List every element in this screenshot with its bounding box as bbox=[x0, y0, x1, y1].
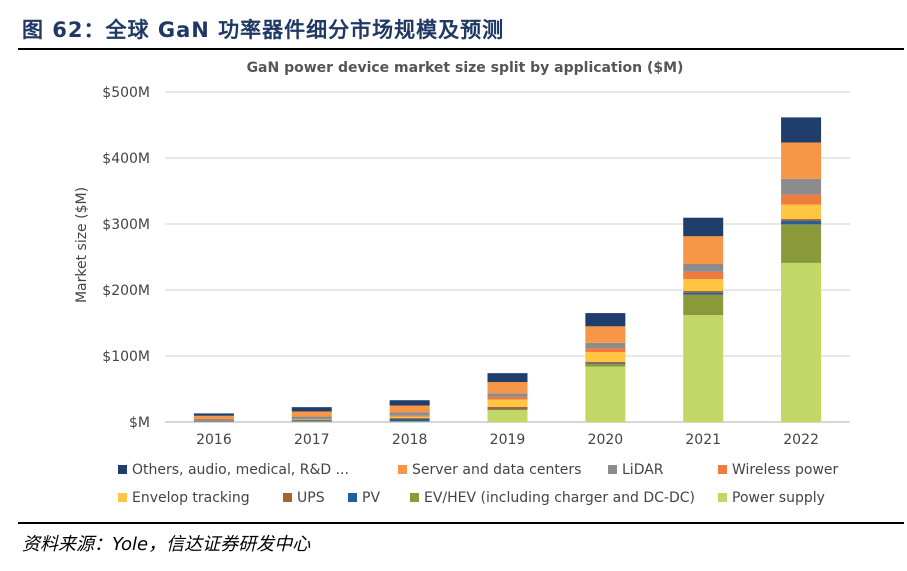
x-tick-label: 2017 bbox=[294, 432, 330, 448]
y-tick-label: $400M bbox=[102, 151, 150, 167]
bar-segment bbox=[781, 224, 822, 263]
bar-segment bbox=[683, 294, 724, 316]
x-tick-label: 2016 bbox=[196, 432, 232, 448]
bar-segment bbox=[781, 194, 822, 205]
legend-swatch bbox=[118, 465, 127, 474]
bar-segment bbox=[683, 279, 724, 291]
bar-segment bbox=[487, 393, 528, 397]
bar-segment bbox=[585, 364, 626, 367]
legend-label: Others, audio, medical, R&D ... bbox=[132, 462, 349, 478]
bar-segment bbox=[389, 415, 430, 417]
bar-segment bbox=[487, 410, 528, 422]
legend-swatch bbox=[118, 493, 127, 502]
y-tick-label: $300M bbox=[102, 217, 150, 233]
bar-segment bbox=[585, 366, 626, 422]
top-rule bbox=[18, 48, 904, 50]
bar-segment bbox=[389, 405, 430, 413]
bar-segment bbox=[585, 313, 626, 327]
x-tick-label: 2020 bbox=[588, 432, 624, 448]
bar-segment bbox=[683, 236, 724, 264]
legend-label: Wireless power bbox=[732, 462, 839, 478]
y-tick-label: $M bbox=[129, 415, 150, 431]
bar-segment bbox=[291, 416, 332, 420]
bar-segment bbox=[487, 373, 528, 383]
figure-title: 图 62：全球 GaN 功率器件细分市场规模及预测 bbox=[22, 18, 505, 42]
bar-segment bbox=[487, 406, 528, 410]
legend-swatch bbox=[348, 493, 357, 502]
bottom-rule bbox=[18, 522, 904, 524]
bar-segment bbox=[683, 292, 724, 295]
legend-label: PV bbox=[362, 490, 380, 506]
bar-segment bbox=[487, 396, 528, 400]
x-tick-label: 2019 bbox=[490, 432, 526, 448]
bar-segment bbox=[683, 315, 724, 422]
legend-swatch bbox=[398, 465, 407, 474]
bar-segment bbox=[487, 382, 528, 394]
bar-segment bbox=[585, 363, 626, 365]
legend-label: Server and data centers bbox=[412, 462, 581, 478]
bar-segment bbox=[585, 342, 626, 349]
x-tick-label: 2018 bbox=[392, 432, 428, 448]
bar-segment bbox=[291, 407, 332, 412]
y-axis-label: Market size ($M) bbox=[74, 187, 90, 303]
bar-segment bbox=[683, 217, 724, 237]
bar-segment bbox=[487, 399, 528, 407]
y-tick-label: $100M bbox=[102, 349, 150, 365]
bar-segment bbox=[781, 117, 822, 143]
legend-label: Power supply bbox=[732, 490, 825, 506]
bar-segment bbox=[781, 142, 822, 179]
bar-segment bbox=[585, 326, 626, 343]
bar-segment bbox=[781, 221, 822, 225]
bar-segment bbox=[389, 412, 430, 416]
legend-label: EV/HEV (including charger and DC-DC) bbox=[424, 490, 695, 506]
bar-segment bbox=[781, 262, 822, 422]
bar-segment bbox=[683, 290, 724, 293]
legend-swatch bbox=[718, 493, 727, 502]
bar-segment bbox=[585, 361, 626, 364]
bar-segment bbox=[291, 419, 332, 421]
bar-segment bbox=[389, 400, 430, 406]
bar-segment bbox=[291, 420, 332, 422]
bar-segment bbox=[781, 219, 822, 222]
bar-segment bbox=[683, 271, 724, 280]
legend-label: LiDAR bbox=[622, 462, 664, 478]
legend-swatch bbox=[718, 465, 727, 474]
x-tick-label: 2021 bbox=[685, 432, 721, 448]
bar-segment bbox=[193, 419, 234, 422]
legend-swatch bbox=[410, 493, 419, 502]
y-tick-label: $500M bbox=[102, 85, 150, 101]
bar-segment bbox=[781, 178, 822, 195]
source-note: 资料来源：Yole，信达证券研发中心 bbox=[22, 534, 311, 555]
bar-segment bbox=[193, 413, 234, 416]
bar-segment bbox=[389, 418, 430, 420]
bar-segment bbox=[291, 411, 332, 417]
bar-segment bbox=[193, 415, 234, 420]
y-tick-label: $200M bbox=[102, 283, 150, 299]
bar-segment bbox=[585, 352, 626, 362]
legend-label: Envelop tracking bbox=[132, 490, 250, 506]
x-tick-label: 2022 bbox=[783, 432, 819, 448]
bar-segment bbox=[683, 263, 724, 272]
legend-swatch bbox=[608, 465, 617, 474]
bar-segment bbox=[585, 348, 626, 353]
bar-segment bbox=[389, 419, 430, 422]
bar-segment bbox=[781, 204, 822, 220]
legend-swatch bbox=[283, 493, 292, 502]
legend-label: UPS bbox=[297, 490, 325, 506]
chart-title: GaN power device market size split by ap… bbox=[247, 60, 684, 76]
bar-segment bbox=[389, 416, 430, 419]
